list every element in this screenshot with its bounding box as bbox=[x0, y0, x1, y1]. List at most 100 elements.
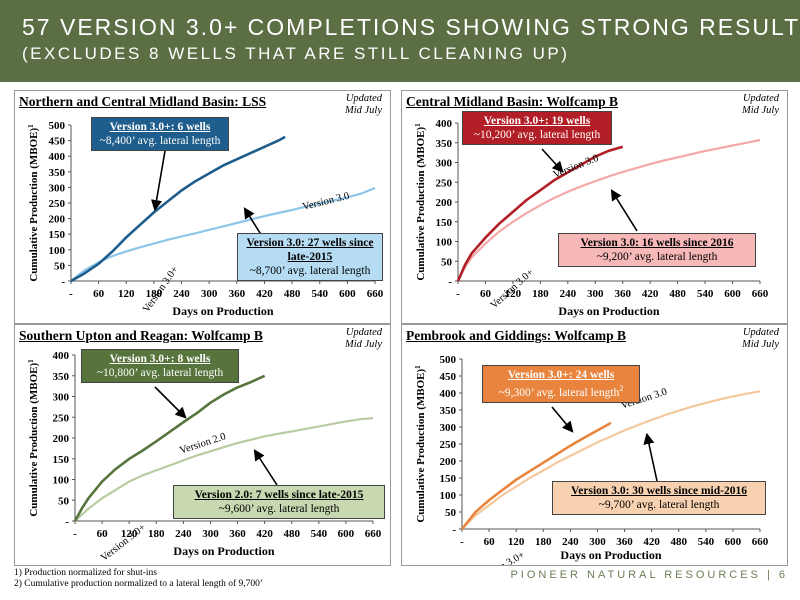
x-tick-label: 240 bbox=[175, 528, 192, 540]
y-tick-label: 300 bbox=[436, 158, 453, 170]
x-tick-label: 300 bbox=[587, 288, 604, 300]
y-tick-label: 500 bbox=[440, 354, 457, 366]
x-tick-label: 300 bbox=[589, 536, 606, 548]
x-tick-label: 600 bbox=[725, 536, 742, 548]
y-tick-label: 100 bbox=[53, 475, 70, 487]
brand-name: PIONEER NATURAL RESOURCES bbox=[510, 569, 761, 581]
line-chart: - 50 100 150 200 250 300 350 400 450 500 - 60 120 180 2… bbox=[27, 120, 384, 318]
brand-footer: PIONEER NATURAL RESOURCES | 6 bbox=[510, 569, 788, 581]
chart-panel-lss: Northern and Central Midland Basin: LSS … bbox=[14, 90, 391, 324]
y-tick-label: 150 bbox=[440, 473, 457, 485]
x-tick-label: 540 bbox=[311, 288, 328, 300]
y-tick-label: 400 bbox=[53, 350, 70, 362]
x-tick-label: - bbox=[456, 288, 460, 300]
x-tick-label: 180 bbox=[535, 536, 552, 548]
x-tick-label: 420 bbox=[643, 536, 660, 548]
y-tick-label: 50 bbox=[58, 495, 70, 507]
chart-title: Southern Upton and Reagan: Wolfcamp B bbox=[19, 328, 263, 343]
x-tick-label: 420 bbox=[256, 528, 273, 540]
x-tick-label: 420 bbox=[642, 288, 659, 300]
callout-arrow bbox=[610, 189, 638, 232]
footnote-1: 1) Production normalized for shut-ins bbox=[14, 568, 158, 578]
series-line-version-3-0- bbox=[456, 145, 624, 282]
callout-version-3: Version 3.0: 27 wells since late-2015 ~8,… bbox=[237, 233, 383, 281]
y-tick-label: 200 bbox=[49, 214, 66, 226]
callout-version-2: Version 2.0: 7 wells since late-2015 ~9,6… bbox=[173, 485, 385, 519]
line-chart: - 50 100 150 200 250 300 350 400 - 60 120 180 240 300 3… bbox=[27, 350, 382, 564]
footnote-2: 2) Cumulative production normalized to a… bbox=[14, 579, 264, 589]
x-axis-label: Days on Production bbox=[172, 304, 273, 318]
y-tick-label: 500 bbox=[49, 120, 66, 132]
x-tick-label: 360 bbox=[229, 528, 246, 540]
chart-title: Central Midland Basin: Wolfcamp B bbox=[406, 94, 619, 109]
y-tick-label: 250 bbox=[436, 177, 453, 189]
x-tick-label: 480 bbox=[284, 288, 301, 300]
x-tick-label: 480 bbox=[283, 528, 300, 540]
callout-arrow bbox=[643, 432, 658, 482]
callout-arrow bbox=[253, 449, 278, 486]
updated-note: Updated Mid July bbox=[741, 327, 779, 350]
updated-note: Updated Mid July bbox=[344, 327, 382, 350]
chart-panel-pembrook-giddings: Pembrook and Giddings: Wolfcamp B Update… bbox=[401, 324, 788, 566]
x-tick-label: 660 bbox=[365, 528, 382, 540]
y-tick-label: 200 bbox=[440, 456, 457, 468]
callout-version-3: Version 3.0: 30 wells since mid-2016 ~9,7… bbox=[552, 481, 766, 515]
x-tick-label: 480 bbox=[670, 536, 687, 548]
x-tick-label: 660 bbox=[752, 288, 769, 300]
x-tick-label: 600 bbox=[338, 528, 355, 540]
series-line-version-3-0- bbox=[73, 374, 266, 522]
x-tick-label: 240 bbox=[173, 288, 190, 300]
line-chart: - 50 100 150 200 250 300 350 400 - 60 120 180 240 300 3… bbox=[414, 118, 769, 318]
series-line-version-3-0 bbox=[457, 138, 761, 282]
x-axis-label: Days on Production bbox=[173, 544, 274, 558]
y-tick-label: 50 bbox=[441, 256, 453, 268]
x-tick-label: 60 bbox=[480, 288, 492, 300]
y-tick-label: 400 bbox=[49, 151, 66, 163]
y-tick-label: 450 bbox=[49, 136, 66, 148]
page-number: 6 bbox=[778, 569, 788, 581]
series-line-version-3-0- bbox=[460, 421, 612, 530]
x-tick-label: 300 bbox=[201, 288, 218, 300]
updated-note: Updated Mid July bbox=[741, 93, 779, 116]
footnotes: 1) Production normalized for shut-ins 2)… bbox=[14, 568, 263, 590]
y-tick-label: - bbox=[61, 276, 65, 288]
x-tick-label: 120 bbox=[118, 288, 135, 300]
x-tick-label: 120 bbox=[508, 536, 525, 548]
y-tick-label: - bbox=[65, 516, 69, 528]
x-tick-label: 600 bbox=[339, 288, 356, 300]
chart-panel-central-wolfcamp: Central Midland Basin: Wolfcamp B Update… bbox=[401, 90, 788, 324]
x-tick-label: 300 bbox=[202, 528, 219, 540]
series-line-version-3-0- bbox=[70, 135, 286, 283]
slide-header: 57 VERSION 3.0+ COMPLETIONS SHOWING STRO… bbox=[0, 0, 800, 82]
x-axis-label: Days on Production bbox=[560, 548, 661, 562]
callout-arrow bbox=[154, 386, 187, 419]
callout-arrow bbox=[551, 406, 574, 433]
x-tick-label: 540 bbox=[698, 536, 715, 548]
callout-version-3-plus: Version 3.0+: 24 wells ~9,300’ avg. later… bbox=[482, 365, 640, 403]
x-tick-label: - bbox=[460, 536, 464, 548]
y-tick-label: 350 bbox=[436, 138, 453, 150]
y-tick-label: - bbox=[448, 276, 452, 288]
chart-panel-upton-reagan: Southern Upton and Reagan: Wolfcamp B Up… bbox=[14, 324, 391, 566]
callout-arrow bbox=[541, 148, 564, 173]
x-tick-label: 540 bbox=[311, 528, 328, 540]
y-axis-label: Cumulative Production (MBOE)1 bbox=[414, 123, 427, 281]
y-tick-label: 250 bbox=[53, 412, 70, 424]
x-tick-label: 540 bbox=[697, 288, 714, 300]
y-tick-label: 200 bbox=[436, 197, 453, 209]
y-axis-label: Cumulative Production (MBOE)1 bbox=[27, 124, 40, 282]
x-tick-label: 180 bbox=[532, 288, 549, 300]
x-tick-label: 360 bbox=[616, 536, 633, 548]
y-tick-label: 150 bbox=[53, 454, 70, 466]
line-chart: - 50 100 150 200 250 300 350 400 450 500 - 60 120 180 2… bbox=[414, 354, 769, 565]
y-tick-label: - bbox=[452, 524, 456, 536]
y-tick-label: 300 bbox=[49, 182, 66, 194]
y-tick-label: 250 bbox=[440, 439, 457, 451]
slide-subtitle: (EXCLUDES 8 WELLS THAT ARE STILL CLEANIN… bbox=[22, 44, 570, 63]
x-tick-label: 60 bbox=[97, 528, 109, 540]
x-tick-label: 660 bbox=[367, 288, 384, 300]
callout-version-3-plus: Version 3.0+: 19 wells ~10,200’ avg. late… bbox=[462, 111, 612, 145]
x-tick-label: 60 bbox=[484, 536, 496, 548]
y-tick-label: 300 bbox=[440, 422, 457, 434]
y-tick-label: 50 bbox=[54, 260, 66, 272]
